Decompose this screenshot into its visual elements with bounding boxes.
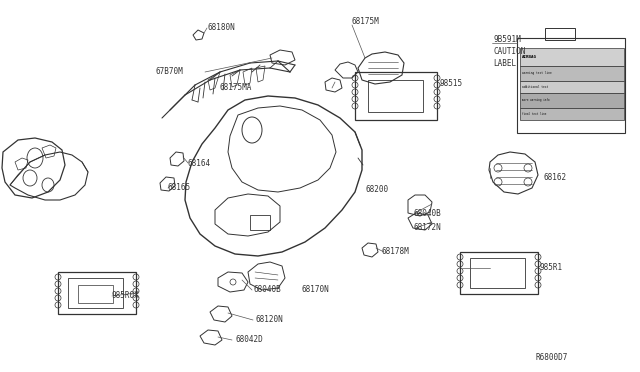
Text: AIRBAG: AIRBAG xyxy=(522,55,537,59)
Text: 9B591M: 9B591M xyxy=(493,35,521,45)
Bar xyxy=(460,252,538,294)
Text: 68180N: 68180N xyxy=(208,23,236,32)
Text: R6800D7: R6800D7 xyxy=(535,353,568,362)
Text: 68175M: 68175M xyxy=(352,17,380,26)
Bar xyxy=(470,258,525,288)
Bar xyxy=(520,66,624,81)
Text: 68162: 68162 xyxy=(543,173,566,183)
Bar xyxy=(545,28,575,40)
Bar xyxy=(520,48,624,66)
Bar xyxy=(368,80,423,112)
Bar xyxy=(68,278,123,308)
Text: 68172N: 68172N xyxy=(414,224,442,232)
Bar xyxy=(250,215,270,230)
Text: 985R1: 985R1 xyxy=(540,263,563,273)
Text: additional text: additional text xyxy=(522,85,548,89)
Text: 68120N: 68120N xyxy=(255,315,283,324)
Bar xyxy=(520,93,624,108)
Text: CAUTION: CAUTION xyxy=(493,48,525,57)
Text: 68175MA: 68175MA xyxy=(220,83,252,93)
Bar xyxy=(520,108,624,120)
Text: 68042D: 68042D xyxy=(235,336,263,344)
Text: 68178M: 68178M xyxy=(382,247,410,257)
Text: more warning info: more warning info xyxy=(522,98,550,102)
Bar xyxy=(517,38,625,133)
Text: 68200: 68200 xyxy=(366,186,389,195)
Text: 68040B: 68040B xyxy=(414,208,442,218)
Text: 68170N: 68170N xyxy=(302,285,330,295)
Bar xyxy=(355,72,437,120)
Bar xyxy=(78,285,113,303)
Text: 68040B: 68040B xyxy=(254,285,282,295)
Text: final text line: final text line xyxy=(522,112,547,116)
Text: 68164: 68164 xyxy=(188,158,211,167)
Text: 68165: 68165 xyxy=(168,183,191,192)
Text: 985R0X: 985R0X xyxy=(112,292,140,301)
Text: warning text line: warning text line xyxy=(522,71,552,75)
Text: LABEL: LABEL xyxy=(493,60,516,68)
Bar xyxy=(58,272,136,314)
Text: 98515: 98515 xyxy=(440,78,463,87)
Text: 67B70M: 67B70M xyxy=(155,67,183,77)
Bar xyxy=(520,81,624,93)
